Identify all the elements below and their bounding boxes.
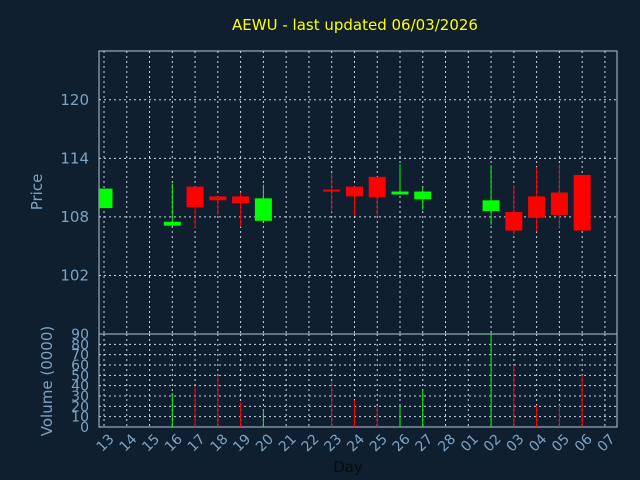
day-tick-label: 16 [162,431,186,455]
volume-axis-label: Volume (0000) [38,326,56,436]
price-axis-ticks: 102 108 114 120 [60,91,89,285]
volume-tick-label: 0 [80,420,89,436]
day-tick-label: 28 [435,431,459,455]
price-tick-label: 114 [60,149,89,167]
candle-body [505,212,523,231]
day-tick-label: 19 [230,431,254,455]
volume-tick-label: 30 [71,389,89,405]
day-tick-label: 23 [321,431,345,455]
day-tick-label: 27 [412,431,436,455]
candle-body [323,189,341,192]
day-tick-label: 25 [367,431,391,455]
volume-tick-label: 10 [71,410,89,426]
candle-body [254,198,272,221]
day-tick-label: 07 [595,431,619,455]
volume-grid [99,334,617,427]
day-tick-label: 24 [344,431,368,455]
volume-tick-label: 20 [71,399,89,415]
day-tick-label: 18 [208,431,232,455]
price-tick-label: 120 [60,91,89,109]
candle-body [186,186,204,208]
price-tick-label: 102 [60,266,89,284]
day-tick-label: 21 [276,431,300,455]
candle-body [368,176,386,198]
volume-tick-label: 60 [71,358,89,374]
candles-group [99,164,591,235]
candle-body [391,191,409,195]
day-axis-label: Day [333,458,363,476]
day-tick-label: 13 [94,431,118,455]
day-tick-label: 14 [116,431,140,455]
price-tick-label: 108 [60,208,89,226]
day-tick-label: 04 [526,431,550,455]
candle-body [528,196,546,218]
volume-tick-label: 70 [71,348,89,364]
day-tick-label: 05 [549,431,573,455]
day-tick-label: 01 [458,431,482,455]
candle-body [550,192,568,215]
price-axis-label: Price [28,174,46,211]
volume-plot-frame [98,333,618,428]
volume-tick-label: 50 [71,368,89,384]
day-tick-label: 22 [299,431,323,455]
volume-tick-label: 90 [71,327,89,343]
candle-body [414,191,432,200]
candle-body [209,196,227,201]
candle-body [345,186,363,197]
candle-body [163,221,181,226]
candle-body [482,200,500,212]
volume-tick-label: 40 [71,379,89,395]
day-tick-label: 15 [139,431,163,455]
volume-bars-group [171,334,583,427]
candle-body [573,174,591,231]
volume-tick-label: 80 [71,337,89,353]
candle-body [232,196,250,204]
day-tick-label: 03 [504,431,528,455]
candle-body [99,188,113,209]
day-axis-ticks: 1314151617181920212223242526272801020304… [94,431,619,455]
day-tick-label: 02 [481,431,505,455]
day-tick-label: 17 [185,431,209,455]
chart-title: AEWU - last updated 06/03/2026 [232,16,478,34]
day-tick-label: 20 [253,431,277,455]
day-tick-label: 26 [390,431,414,455]
day-tick-label: 06 [572,431,596,455]
